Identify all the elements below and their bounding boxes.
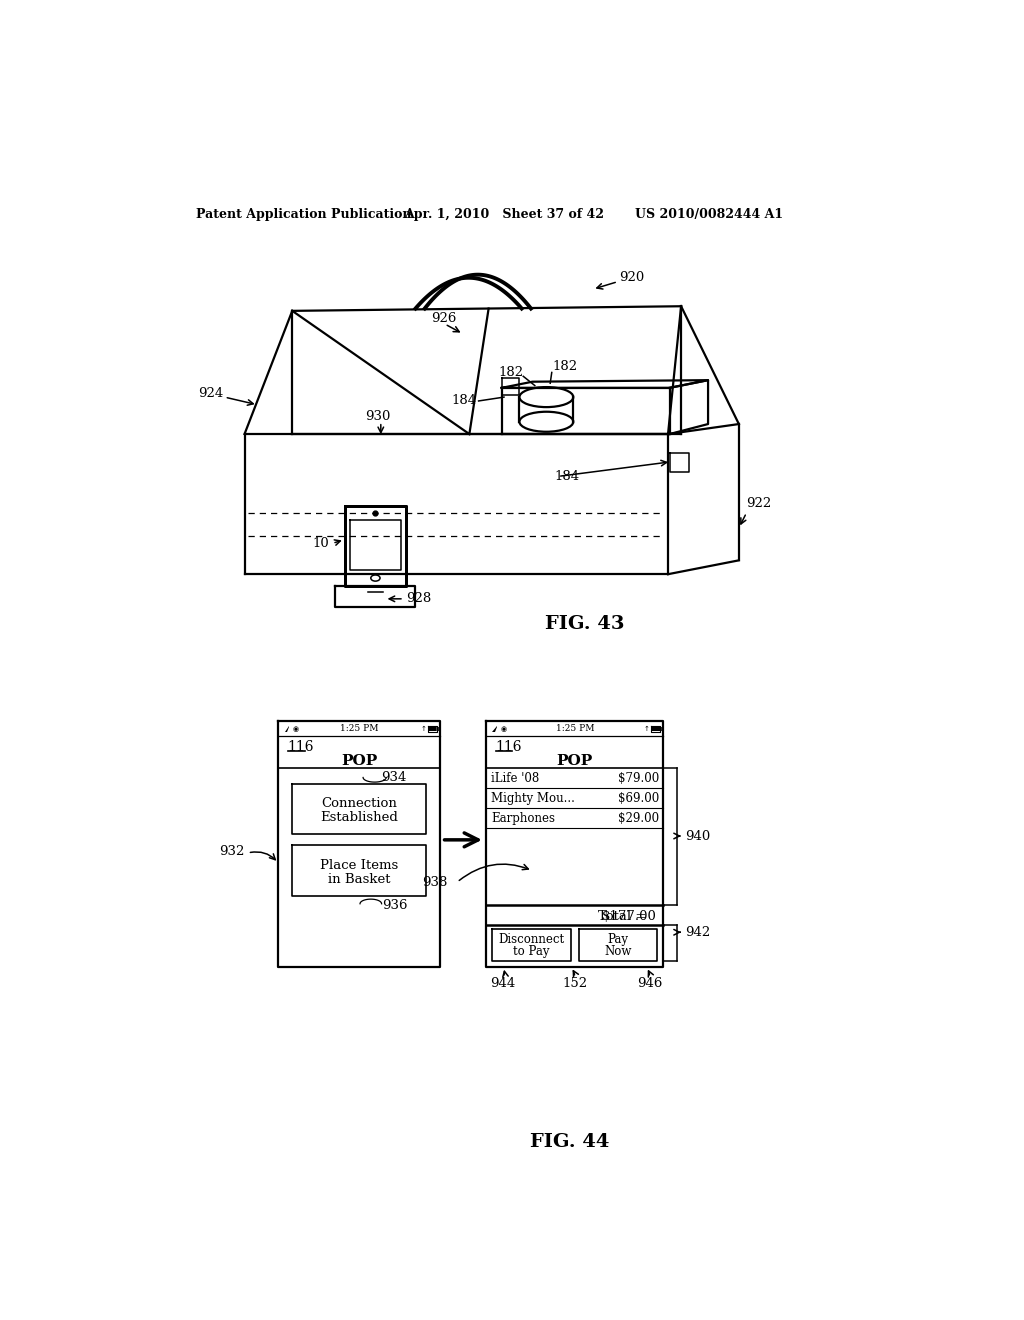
Text: Patent Application Publication: Patent Application Publication — [196, 209, 412, 222]
Text: Connection: Connection — [322, 797, 397, 810]
Text: 182: 182 — [553, 360, 578, 372]
Text: to Pay: to Pay — [513, 945, 550, 957]
Polygon shape — [652, 726, 659, 731]
Text: 924: 924 — [198, 387, 223, 400]
Text: $177.00: $177.00 — [602, 911, 657, 924]
Polygon shape — [429, 726, 436, 731]
Text: 10: 10 — [312, 537, 330, 550]
Text: 152: 152 — [562, 977, 588, 990]
Polygon shape — [495, 727, 497, 733]
Text: Place Items: Place Items — [321, 859, 398, 871]
Ellipse shape — [519, 412, 573, 432]
Text: 930: 930 — [366, 409, 391, 422]
Bar — [345, 507, 407, 586]
Polygon shape — [285, 726, 289, 733]
Text: ◉: ◉ — [292, 726, 298, 733]
Text: 932: 932 — [219, 845, 245, 858]
Text: 920: 920 — [620, 271, 645, 284]
Text: iLife '08: iLife '08 — [490, 772, 540, 785]
Text: 936: 936 — [382, 899, 408, 912]
Polygon shape — [287, 727, 289, 733]
Text: US 2010/0082444 A1: US 2010/0082444 A1 — [635, 209, 783, 222]
Text: 1:25 PM: 1:25 PM — [556, 725, 594, 734]
Text: 938: 938 — [423, 875, 447, 888]
Text: Apr. 1, 2010   Sheet 37 of 42: Apr. 1, 2010 Sheet 37 of 42 — [403, 209, 604, 222]
Text: Pay: Pay — [607, 933, 629, 946]
Text: Earphones: Earphones — [490, 812, 555, 825]
Text: $79.00: $79.00 — [618, 772, 659, 785]
Text: 926: 926 — [431, 312, 457, 325]
Text: 116: 116 — [496, 739, 522, 754]
Text: $69.00: $69.00 — [618, 792, 659, 805]
Text: 182: 182 — [498, 366, 523, 379]
Text: in Basket: in Basket — [328, 873, 390, 886]
Polygon shape — [493, 726, 497, 733]
Text: ◉: ◉ — [500, 726, 506, 733]
Text: FIG. 43: FIG. 43 — [545, 615, 625, 634]
Text: $29.00: $29.00 — [618, 812, 659, 825]
Text: 944: 944 — [490, 977, 516, 990]
Text: Now: Now — [604, 945, 632, 957]
Text: 946: 946 — [637, 977, 663, 990]
Text: 184: 184 — [554, 470, 580, 483]
Text: 940: 940 — [685, 829, 711, 842]
Text: Total =: Total = — [598, 911, 650, 924]
Text: POP: POP — [341, 754, 378, 767]
Text: 184: 184 — [452, 395, 477, 408]
Text: ↑: ↑ — [643, 726, 649, 733]
Text: POP: POP — [557, 754, 593, 767]
Text: ↑: ↑ — [420, 726, 426, 733]
Text: FIG. 44: FIG. 44 — [529, 1134, 609, 1151]
Text: Disconnect: Disconnect — [499, 933, 565, 946]
Text: 942: 942 — [685, 925, 711, 939]
Text: 934: 934 — [381, 771, 407, 784]
Text: 1:25 PM: 1:25 PM — [340, 725, 379, 734]
Text: 928: 928 — [407, 593, 431, 606]
Text: 116: 116 — [288, 739, 314, 754]
Text: Established: Established — [321, 810, 398, 824]
Text: Mighty Mou...: Mighty Mou... — [490, 792, 574, 805]
Text: 922: 922 — [746, 496, 772, 510]
Ellipse shape — [519, 387, 573, 407]
